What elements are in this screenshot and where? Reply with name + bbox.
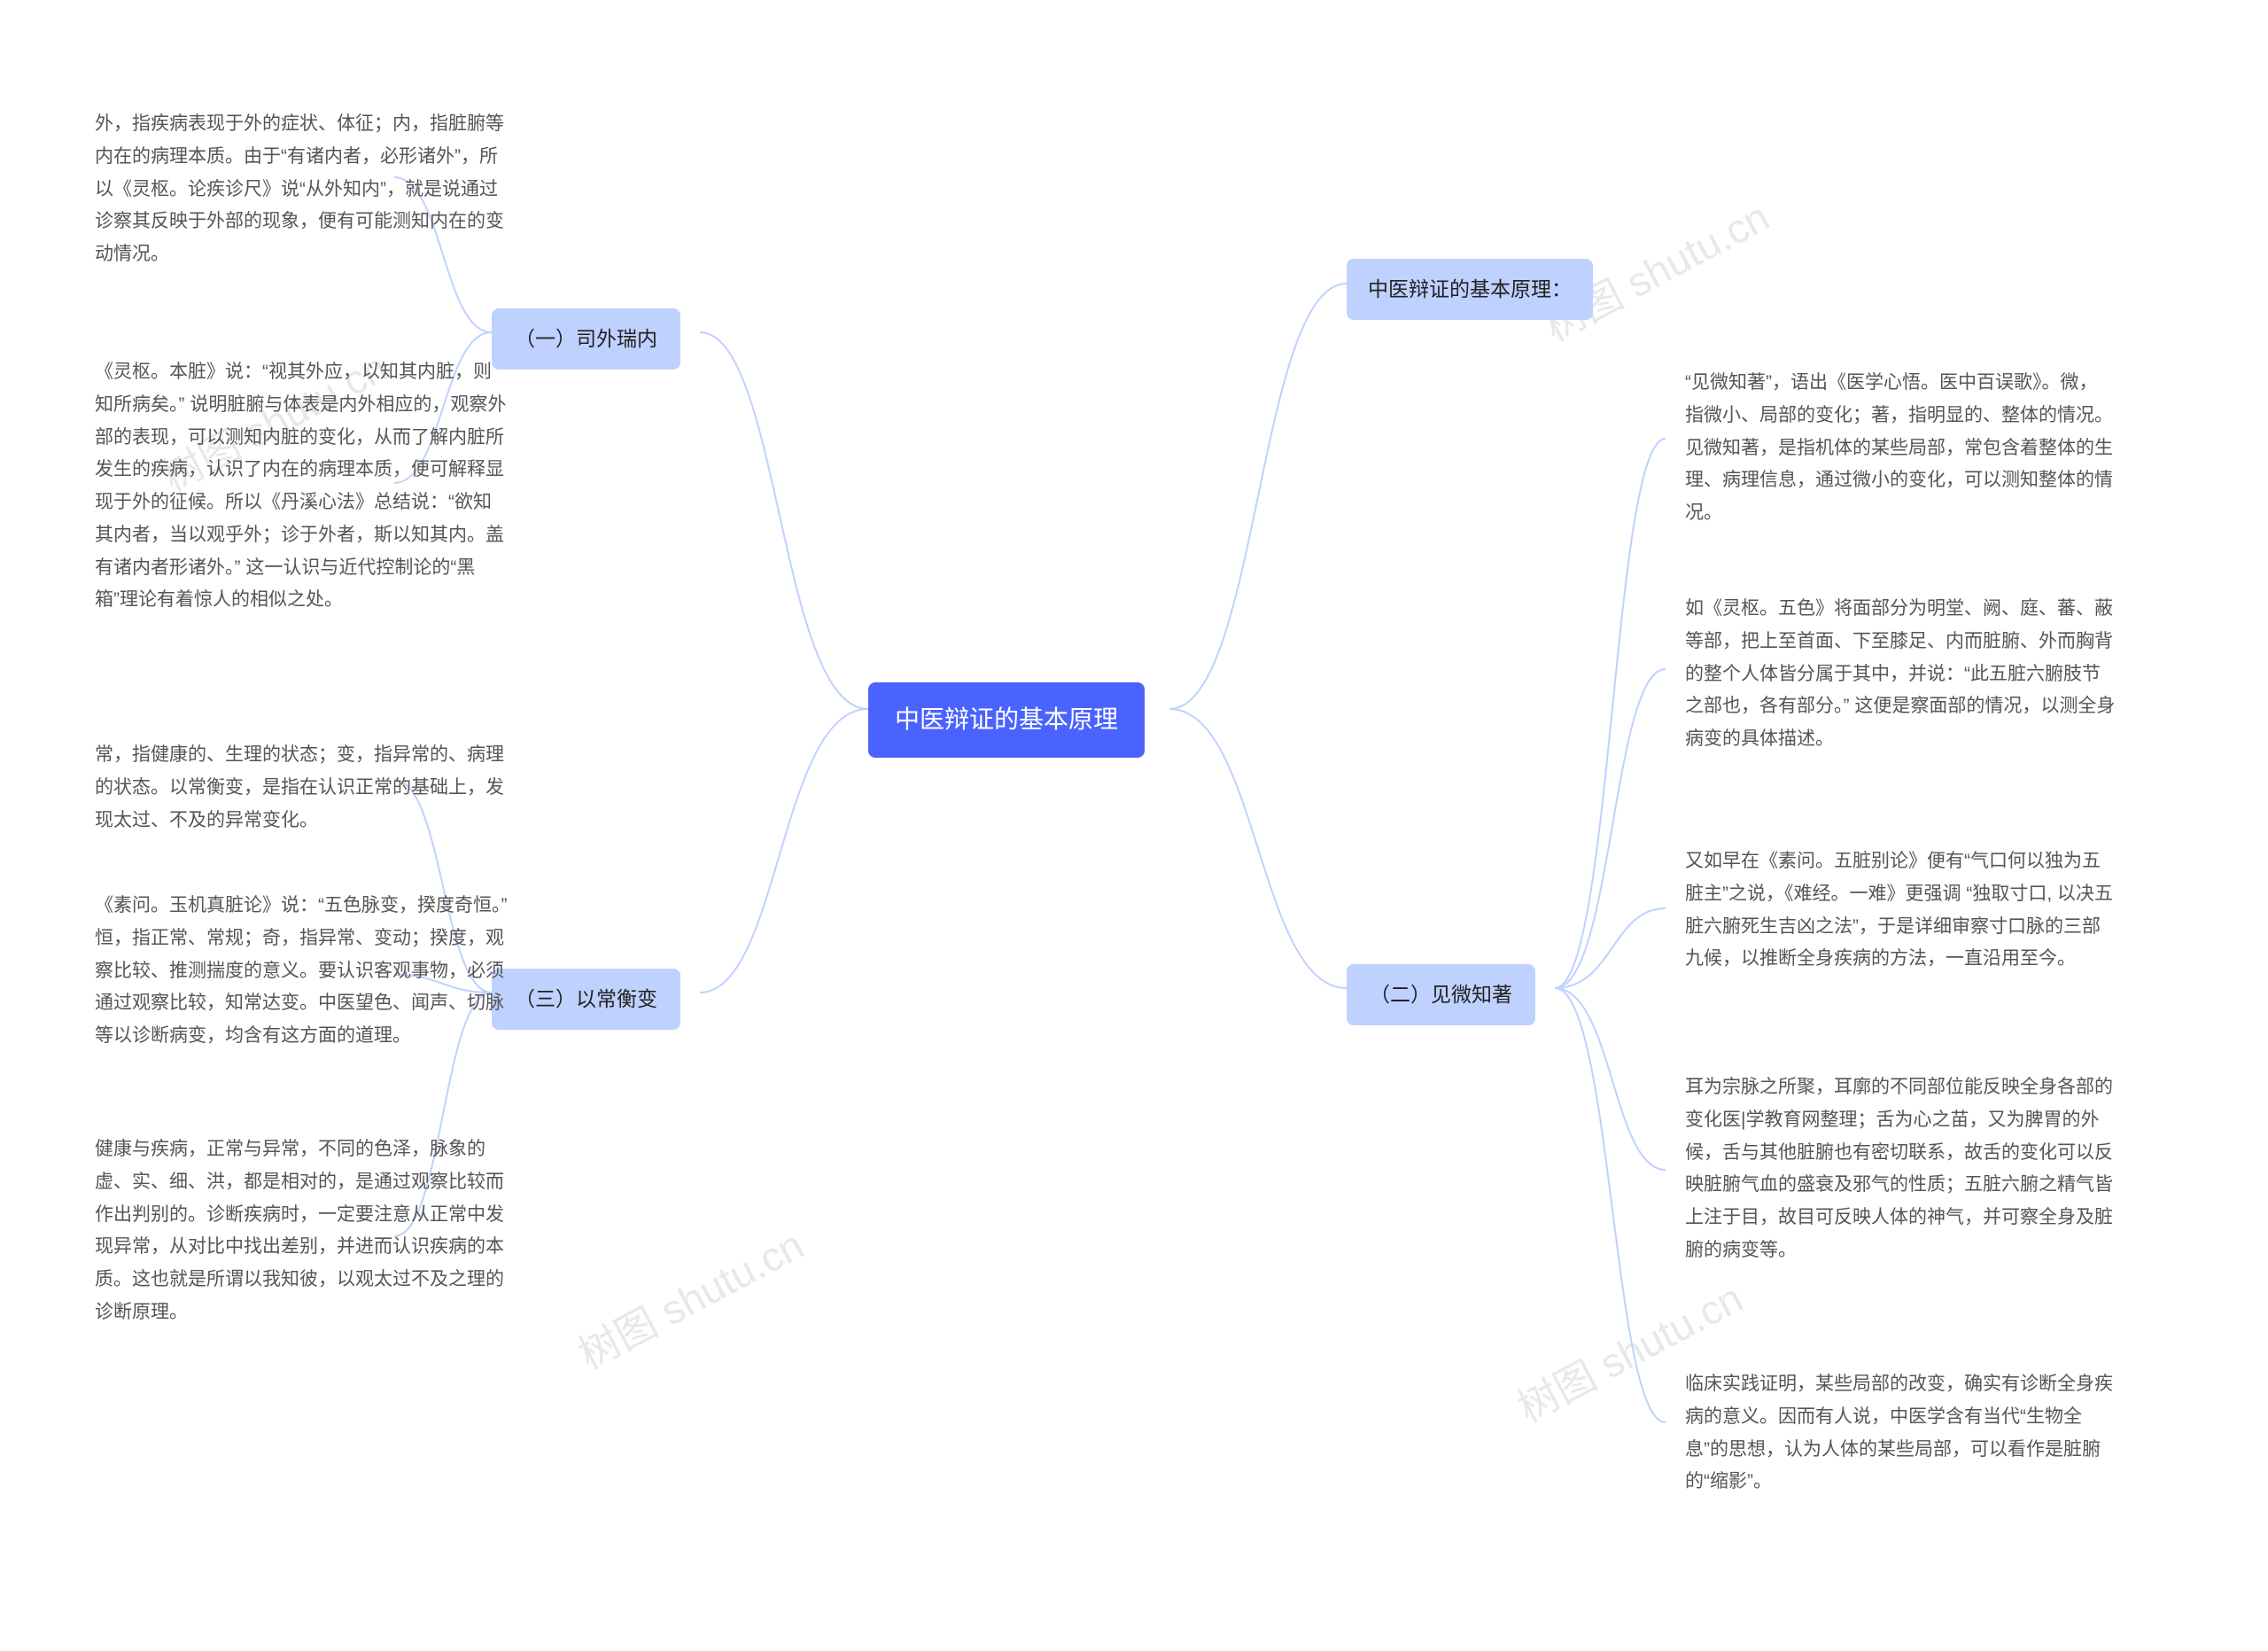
leaf-2-3: 耳为宗脉之所聚，耳廓的不同部位能反映全身各部的变化医|学教育网整理；舌为心之苗，…	[1666, 1059, 2135, 1280]
branch-header[interactable]: 中医辩证的基本原理：	[1347, 259, 1593, 320]
leaf-3-2: 健康与疾病，正常与异常，不同的色泽，脉象的虚、实、细、洪，都是相对的，是通过观察…	[75, 1121, 527, 1342]
leaf-2-1: 如《灵枢。五色》将面部分为明堂、阙、庭、蕃、蔽等部，把上至首面、下至膝足、内而脏…	[1666, 580, 2135, 768]
leaf-1-1: 《灵枢。本脏》说：“视其外应，以知其内脏，则知所病矣。” 说明脏腑与体表是内外相…	[75, 344, 527, 629]
leaf-1-0: 外，指疾病表现于外的症状、体征；内，指脏腑等内在的病理本质。由于“有诸内者，必形…	[75, 96, 527, 284]
branch-2[interactable]: （二）见微知著	[1347, 964, 1535, 1025]
watermark: 树图 shutu.cn	[567, 1213, 812, 1381]
leaf-2-0: “见微知著”，语出《医学心悟。医中百误歌》。微，指微小、局部的变化；著，指明显的…	[1666, 354, 2135, 542]
leaf-3-0: 常，指健康的、生理的状态；变，指异常的、病理的状态。以常衡变，是指在认识正常的基…	[75, 727, 527, 849]
leaf-2-4: 临床实践证明，某些局部的改变，确实有诊断全身疾病的意义。因而有人说，中医学含有当…	[1666, 1356, 2135, 1511]
root-node[interactable]: 中医辩证的基本原理	[868, 682, 1145, 758]
leaf-2-2: 又如早在《素问。五脏别论》便有“气口何以独为五脏主”之说，《难经。一难》更强调 …	[1666, 833, 2135, 988]
leaf-3-1: 《素问。玉机真脏论》说：“五色脉变，揆度奇恒。” 恒，指正常、常规；奇，指异常、…	[75, 877, 527, 1065]
